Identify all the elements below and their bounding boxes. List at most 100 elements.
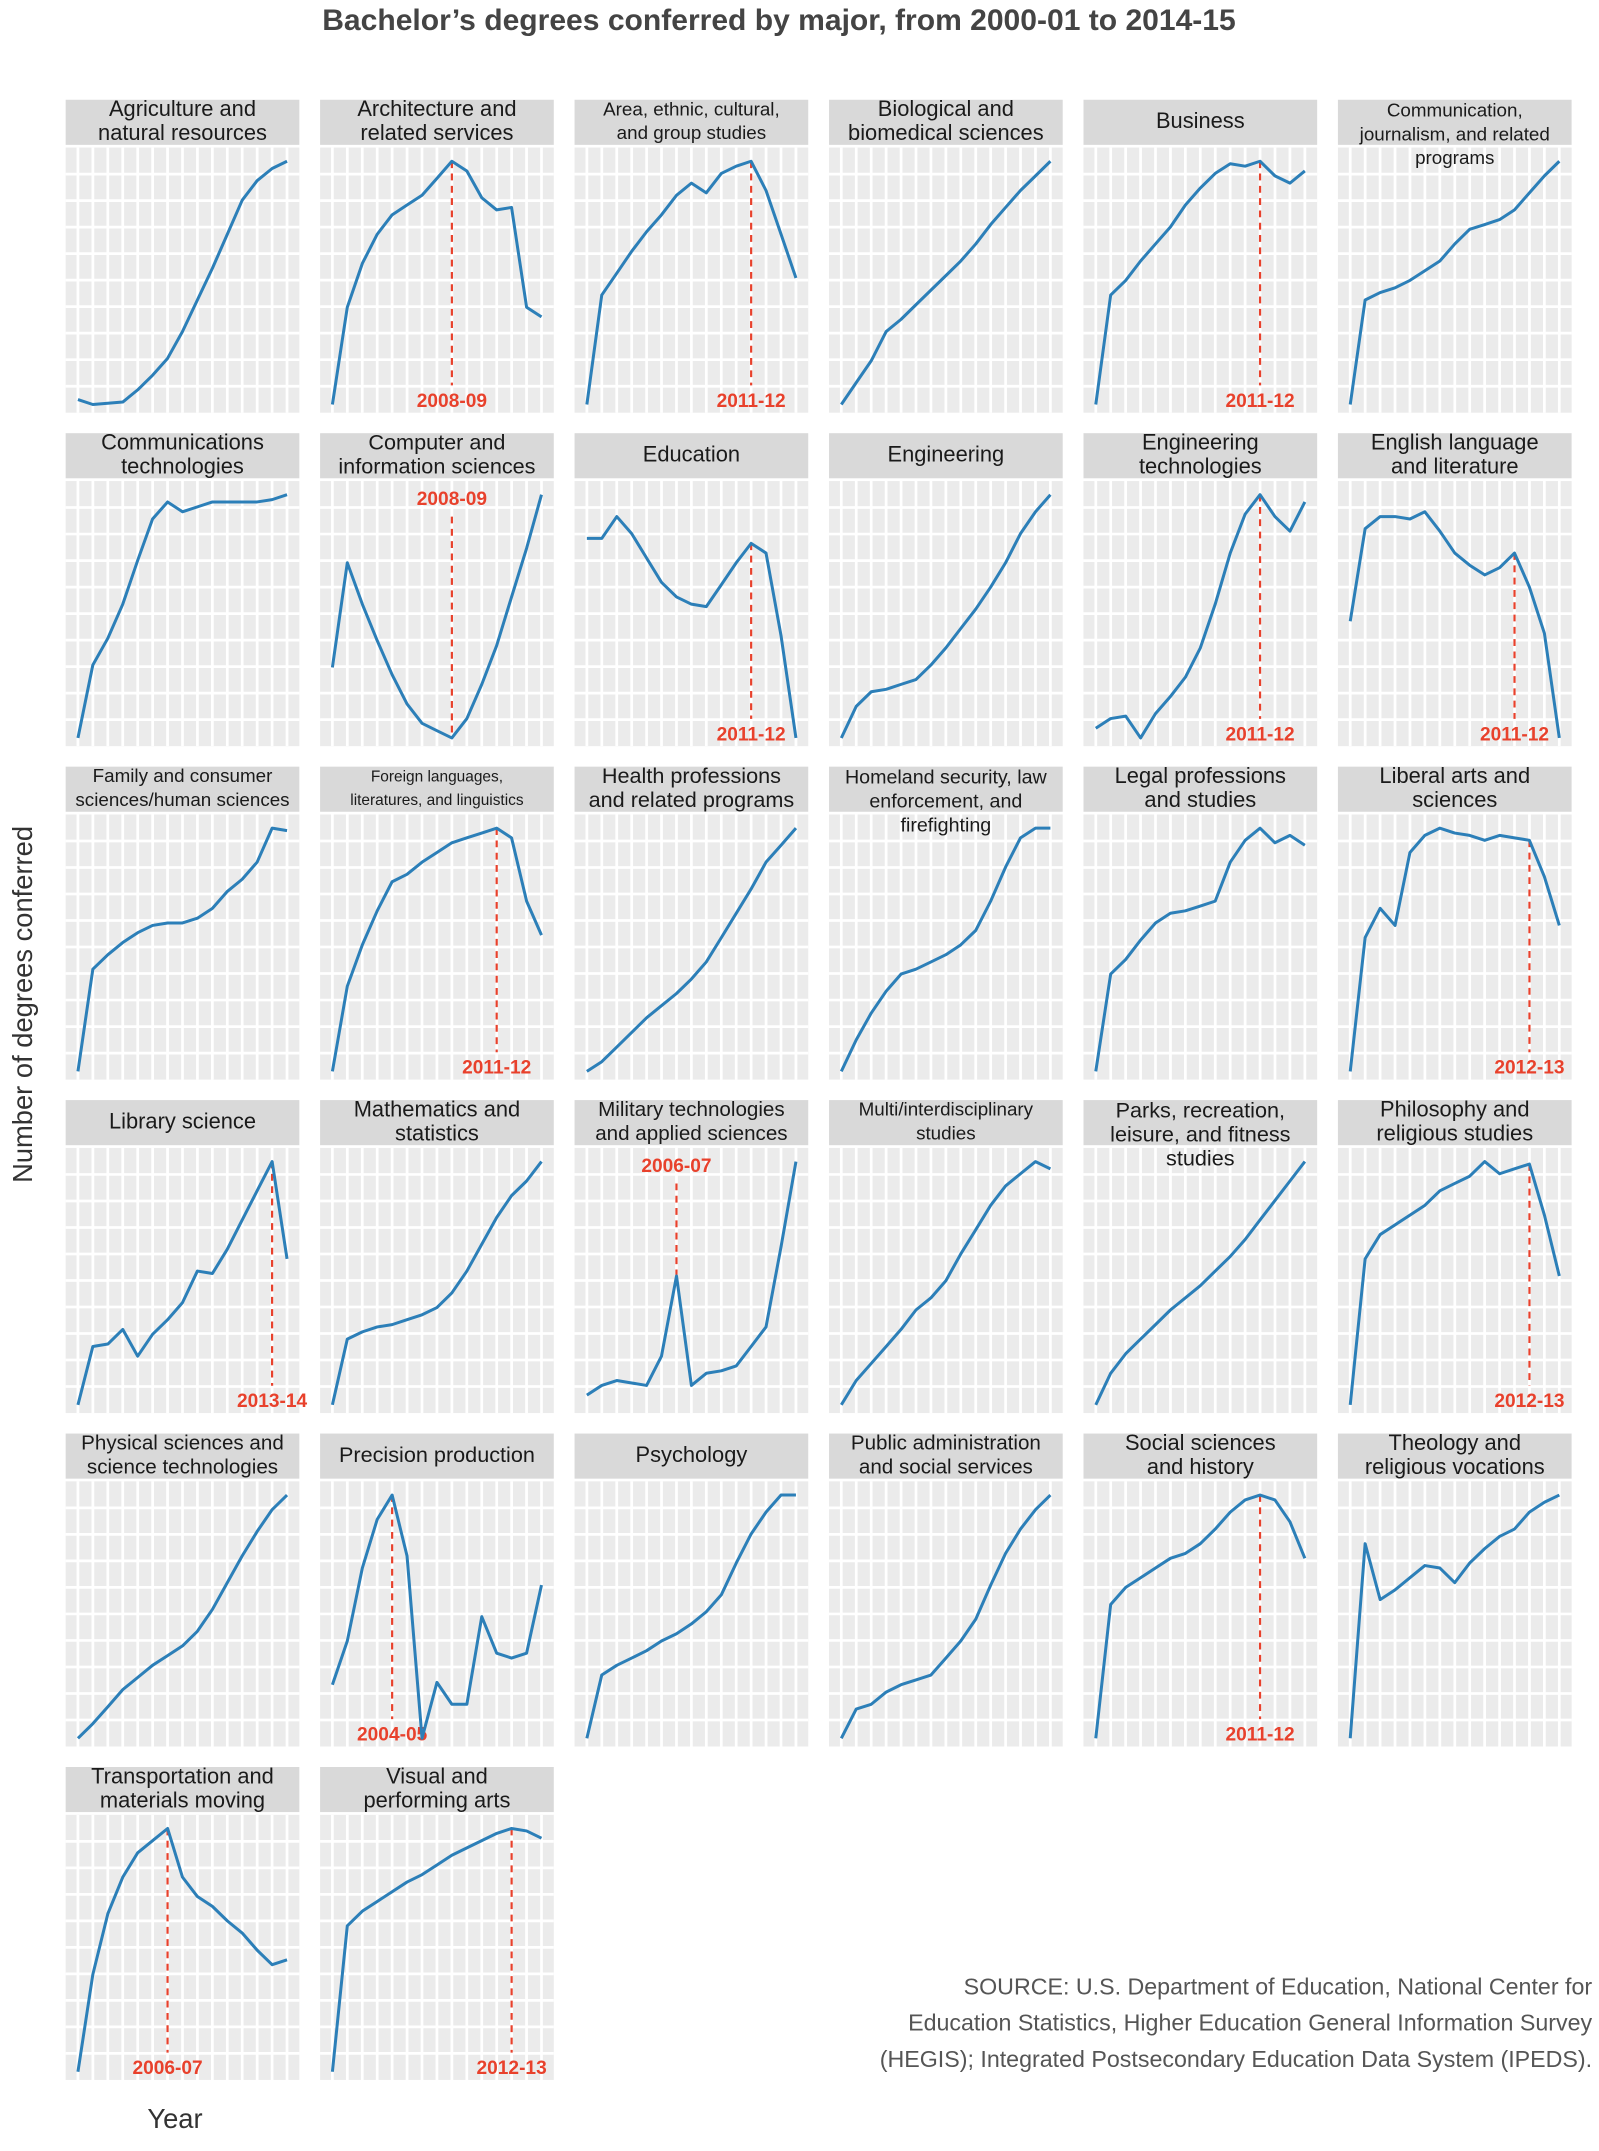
annotation-label: 2004-05: [357, 1725, 428, 1746]
panel: Precision production 2004-05: [320, 1433, 554, 1747]
panel-title: Theology and: [1389, 1430, 1521, 1455]
strip-background: [320, 433, 554, 479]
annotation-label: 2012-13: [1494, 1058, 1564, 1079]
panel-title: natural resources: [98, 120, 267, 145]
data-line: [330, 159, 543, 405]
data-line: [1094, 1493, 1307, 1739]
panel-title: and group studies: [617, 122, 766, 143]
panel-title: science technologies: [87, 1455, 278, 1478]
panel: Library science 2013-14: [65, 1100, 308, 1414]
data-line: [330, 494, 543, 740]
panel-title: Legal professions: [1115, 763, 1286, 788]
panel-title: Agriculture and: [109, 96, 256, 121]
panel-title: and literature: [1391, 453, 1519, 478]
data-line: [330, 1826, 543, 2072]
annotation-label: 2012-13: [477, 2058, 547, 2079]
strip-background: [1337, 1100, 1572, 1146]
strip-background: [829, 1433, 1063, 1479]
panel-title: Communication,: [1387, 99, 1523, 120]
panel-title: Visual and: [386, 1763, 488, 1788]
strip-background: [1337, 99, 1572, 145]
panel-title: Transportation and: [91, 1763, 274, 1788]
panel-title: programs: [1415, 147, 1494, 168]
panel-title: statistics: [395, 1120, 479, 1145]
annotation-label: 2011-12: [1480, 724, 1549, 745]
strip-background: [65, 1433, 300, 1479]
panel: Family and consumer sciences/human scienc…: [65, 765, 300, 1080]
panel-title: religious vocations: [1365, 1454, 1545, 1479]
panel-title: English language: [1371, 430, 1539, 455]
data-line: [76, 493, 288, 739]
panel-title: Engineering: [1142, 430, 1259, 455]
panel-title: studies: [916, 1123, 976, 1144]
panel-title: sciences/human sciences: [75, 789, 289, 810]
strip-background: [1337, 433, 1572, 479]
annotation-label: 2011-12: [1225, 1725, 1294, 1746]
strip-background: [65, 433, 300, 479]
panel-title: Foreign languages,: [371, 768, 503, 785]
panel-title: Parks, recreation,: [1116, 1097, 1285, 1122]
strip-background: [574, 99, 809, 145]
strip-background: [65, 99, 300, 145]
strip-background: [829, 433, 1063, 479]
panel-title: and applied sciences: [595, 1122, 787, 1145]
panel-title: Engineering: [888, 442, 1005, 467]
strip-background: [320, 99, 554, 145]
annotation-label: 2008-09: [417, 489, 487, 510]
strip-background: [829, 1100, 1063, 1146]
data-line: [839, 1493, 1052, 1739]
panel-title: literatures, and linguistics: [350, 792, 524, 809]
panel-title: and related programs: [589, 787, 795, 812]
panel: Psychology: [574, 1433, 809, 1747]
panel-title: Health professions: [602, 763, 781, 788]
strip-background: [65, 1766, 300, 1813]
strip-background: [320, 1100, 554, 1146]
annotation-label: 2012-13: [1494, 1391, 1564, 1412]
annotation-label: 2013-14: [237, 1391, 308, 1412]
data-line: [1348, 826, 1561, 1072]
data-line: [839, 826, 1051, 1073]
data-line: [586, 1161, 798, 1397]
annotation-label: 2011-12: [717, 391, 786, 412]
panel: Education 2011-12: [574, 433, 809, 747]
panel-title: Social sciences: [1125, 1430, 1276, 1455]
data-line: [330, 826, 543, 1072]
data-line: [76, 1493, 289, 1740]
strip-background: [1083, 1433, 1318, 1479]
panel-title: technologies: [121, 453, 244, 478]
annotation-label: 2006-07: [641, 1156, 711, 1177]
strip-background: [320, 1433, 554, 1479]
panel-title: Multi/interdisciplinary: [859, 1099, 1034, 1120]
data-line: [840, 1160, 1052, 1406]
strip-background: [574, 1100, 809, 1146]
strip-background: [1083, 1100, 1318, 1146]
data-line: [586, 827, 798, 1073]
annotation-label: 2011-12: [717, 724, 786, 745]
annotation-label: 2011-12: [462, 1058, 531, 1079]
data-line: [1094, 1160, 1307, 1406]
strip-background: [574, 433, 809, 479]
strip-background: [1083, 766, 1318, 812]
panel: Communication, journalism, and related pro…: [1337, 99, 1572, 413]
panel-title: Communications: [101, 430, 264, 455]
source-note: SOURCE: U.S. Department of Education, Na…: [964, 1974, 1593, 2000]
panel-title: religious studies: [1376, 1120, 1533, 1145]
panel-title: firefighting: [901, 814, 992, 836]
data-line: [1094, 826, 1306, 1072]
y-axis-label: Number of degrees conferred: [7, 826, 38, 1183]
panel-title: Area, ethnic, cultural,: [603, 98, 780, 119]
panel-title: Architecture and: [357, 96, 516, 121]
annotation-label: 2006-07: [132, 2058, 202, 2079]
